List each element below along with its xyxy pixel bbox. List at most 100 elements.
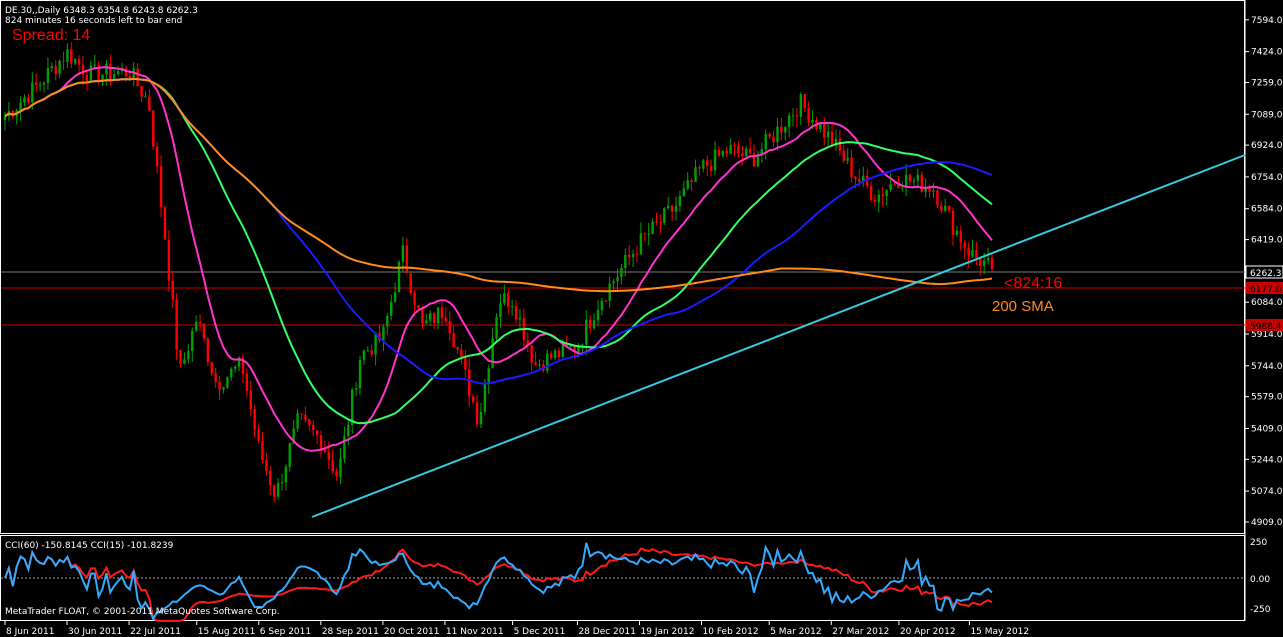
candle-body <box>951 210 955 235</box>
trendline[interactable] <box>311 154 1246 518</box>
candle-body <box>409 273 412 293</box>
time-tick-label: 15 May 2012 <box>970 627 1029 637</box>
candle-body <box>175 299 178 350</box>
candle-body <box>585 319 588 345</box>
candle-body <box>335 471 338 477</box>
candle-body <box>616 276 619 282</box>
candle-body <box>655 221 658 223</box>
candle-body <box>795 115 799 117</box>
countdown-label: <824:16 <box>1004 275 1062 292</box>
candle-body <box>596 309 600 321</box>
candle-body <box>35 82 38 85</box>
candle-body <box>218 381 221 390</box>
candle-body <box>631 253 635 258</box>
spread-label: Spread: 14 <box>12 27 90 44</box>
candle-body <box>803 94 806 108</box>
candle-body <box>698 167 701 169</box>
ma-fast-line <box>4 66 993 452</box>
candle-body <box>152 110 155 147</box>
candle-body <box>901 187 904 189</box>
candle-body <box>557 350 561 357</box>
level-2-value: 5988.4 <box>1250 322 1282 332</box>
candle-body <box>729 144 732 154</box>
candle-body <box>27 97 30 103</box>
candle-body <box>128 75 132 80</box>
candle-body <box>105 63 108 75</box>
candle-body <box>393 292 397 302</box>
candle-body <box>140 85 143 97</box>
candle-body <box>588 319 592 329</box>
candle-body <box>620 268 623 277</box>
candle-body <box>187 351 190 360</box>
candle-body <box>495 316 498 339</box>
candle-body <box>612 281 615 284</box>
candle-body <box>448 321 451 334</box>
candle-body <box>565 343 568 346</box>
cci-level-zero: 0.00 <box>1250 575 1270 585</box>
candle-body <box>241 357 245 374</box>
candle-body <box>58 60 61 74</box>
candle-body <box>600 300 604 310</box>
candle-body <box>971 249 974 257</box>
candle-body <box>74 59 77 64</box>
candle-body <box>862 175 865 182</box>
candle-body <box>682 188 686 197</box>
candle-body <box>690 180 693 183</box>
candle-body <box>386 315 389 327</box>
candle-body <box>483 383 487 412</box>
candle-body <box>787 115 791 128</box>
sma-200-label: 200 SMA <box>992 298 1054 315</box>
candle-body <box>370 350 373 355</box>
candle-body <box>136 68 139 86</box>
time-tick-label: 22 Jul 2011 <box>130 627 181 637</box>
price-tick-label: 6084.0 <box>1251 298 1283 308</box>
candle-body <box>245 373 249 391</box>
candle-body <box>760 149 764 156</box>
current-price-tag <box>1245 265 1283 279</box>
sma-200-line <box>4 77 993 293</box>
candle-body <box>627 254 631 258</box>
time-tick-label: 19 Jan 2012 <box>641 627 695 637</box>
candle-body <box>288 443 291 467</box>
candle-body <box>553 350 557 359</box>
candle-body <box>206 338 210 363</box>
candle-body <box>116 71 120 75</box>
candle-body <box>943 205 947 211</box>
candle-body <box>604 300 607 302</box>
copyright-label: MetaTrader FLOAT, © 2001-2011 MetaQuotes… <box>5 607 280 617</box>
candle-body <box>986 258 990 261</box>
candle-body <box>253 409 256 430</box>
candle-body <box>920 174 923 193</box>
candle-body <box>261 440 264 461</box>
candle-body <box>85 74 89 82</box>
candle-body <box>479 411 483 425</box>
candle-body <box>237 357 241 367</box>
candle-body <box>421 308 424 324</box>
price-tick-label: 5579.0 <box>1251 393 1283 403</box>
candle-body <box>194 321 198 331</box>
candle-body <box>468 369 471 397</box>
price-tick-label: 5074.0 <box>1251 487 1283 497</box>
candle-body <box>46 68 50 83</box>
candle-body <box>272 485 276 497</box>
cci-level-top: 250 <box>1250 538 1267 548</box>
candle-body <box>284 466 288 483</box>
candle-body <box>573 345 576 352</box>
cci-60-line <box>4 547 993 622</box>
candle-body <box>3 116 7 120</box>
candle-body <box>323 449 327 453</box>
candle-body <box>647 233 650 235</box>
candle-body <box>546 353 549 371</box>
price-tick-label: 5914.0 <box>1251 330 1283 340</box>
price-tick-label: 5244.0 <box>1251 455 1283 465</box>
bar-timer-line: 824 minutes 16 seconds left to bar end <box>5 16 182 26</box>
candle-body <box>222 387 225 390</box>
candle-body <box>315 430 319 436</box>
candle-body <box>436 307 440 324</box>
symbol-quote-line: DE.30,,Daily 6348.3 6354.8 6243.8 6262.3 <box>5 6 198 16</box>
candle-body <box>144 96 147 98</box>
candle-body <box>503 293 506 304</box>
candle-body <box>397 261 401 293</box>
candle-body <box>713 149 717 171</box>
